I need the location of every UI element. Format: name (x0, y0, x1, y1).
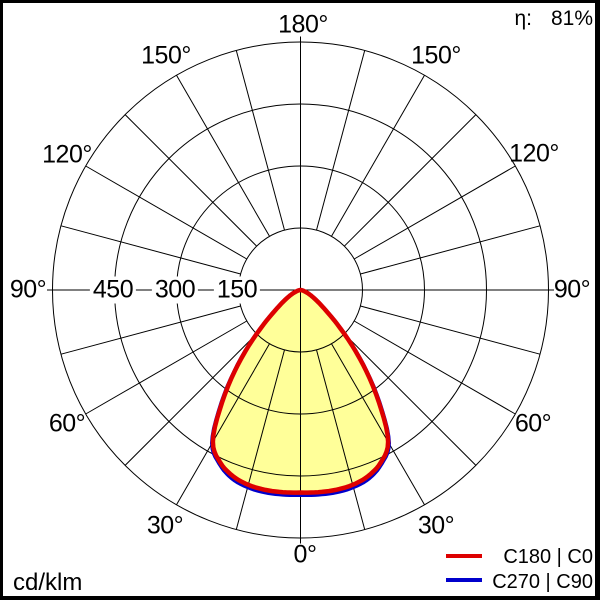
angle-label-120-right: 120° (509, 139, 559, 168)
efficiency-symbol: η: (514, 7, 532, 30)
angle-label-0: 0° (293, 540, 317, 569)
grid-spoke (176, 74, 270, 237)
angle-label-150-right: 150° (411, 41, 461, 70)
grid-spoke (235, 50, 285, 231)
grid-spoke (316, 50, 366, 231)
grid-spoke (124, 114, 258, 247)
grid-spoke (124, 333, 258, 466)
angle-label-90-left: 90° (9, 275, 47, 304)
grid-spoke (343, 114, 477, 247)
grid-spoke (176, 343, 270, 506)
unit-label: cd/klm (13, 569, 83, 596)
legend-swatch-c270-c90 (446, 578, 482, 582)
grid-spoke (353, 320, 516, 415)
ring-label-150: 150 (213, 276, 261, 304)
grid-spoke (343, 333, 477, 466)
grid-spoke (235, 349, 285, 530)
grid-spoke (360, 305, 541, 355)
legend-label-c180-c0: C180 | C0 (503, 546, 593, 568)
angle-label-150-left: 150° (141, 41, 191, 70)
grid-spoke (331, 343, 425, 506)
angle-label-60-left: 60° (48, 409, 86, 438)
grid-spoke (316, 349, 366, 530)
grid-spoke (60, 225, 241, 275)
grid-spoke (360, 225, 541, 275)
ring-label-300: 300 (151, 276, 199, 304)
grid-spoke (353, 165, 516, 260)
ring-label-450: 450 (89, 276, 137, 304)
grid-spoke (85, 320, 248, 415)
angle-label-180: 180° (278, 10, 328, 39)
angle-label-60-right: 60° (514, 409, 552, 438)
curve-c180-c0 (210, 287, 391, 495)
angle-label-30-right: 30° (417, 511, 455, 540)
angle-label-30-left: 30° (146, 511, 184, 540)
grid-spoke (85, 165, 248, 260)
efficiency-value: 81% (550, 7, 593, 30)
grid-spoke (331, 74, 425, 237)
grid-spoke (60, 305, 241, 355)
legend-label-c270-c90: C270 | C90 (492, 571, 593, 593)
angle-label-120-left: 120° (42, 140, 92, 169)
legend-swatch-c180-c0 (446, 554, 482, 558)
angle-label-90-right: 90° (553, 275, 591, 304)
polar-grid (47, 36, 554, 544)
